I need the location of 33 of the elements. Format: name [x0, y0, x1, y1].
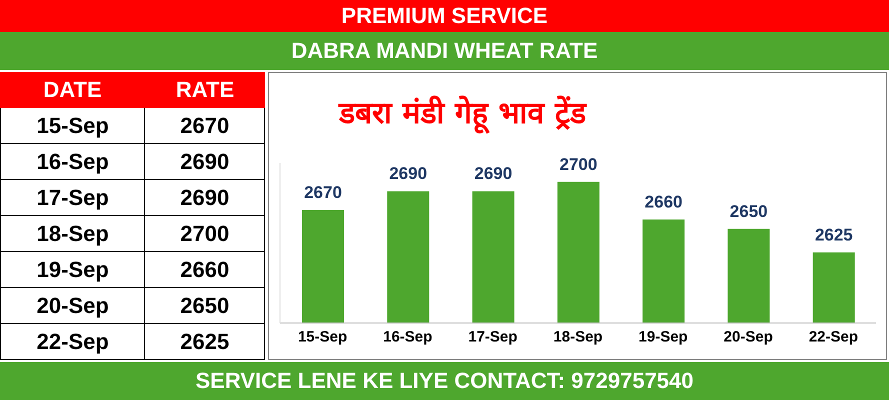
data-label: 2690	[389, 164, 428, 184]
data-label: 2625	[814, 225, 853, 244]
text: 16-Sep	[0, 144, 146, 179]
x-tick-label: 19-Sep	[638, 328, 688, 346]
text: 2660	[145, 252, 265, 287]
text: 2690	[145, 180, 265, 215]
data-label: 2670	[304, 183, 342, 202]
text: SERVICE LENE KE LIYE CONTACT: 9729757540	[0, 362, 889, 400]
text: DATE	[42, 76, 103, 104]
x-tick-label: 20-Sep	[724, 328, 773, 346]
x-tick-label: 15-Sep	[298, 328, 348, 346]
text: 17-Sep	[0, 180, 146, 215]
text: 2650	[145, 288, 265, 323]
x-tick-label: 17-Sep	[468, 328, 518, 346]
x-tick-label: 22-Sep	[808, 328, 858, 346]
text: 15-Sep	[0, 108, 146, 143]
data-label: 2650	[730, 202, 768, 221]
text: 2670	[145, 108, 265, 143]
data-label: 2690	[474, 164, 512, 184]
text: 2700	[145, 216, 265, 251]
chart-title: डबरा मंडी गेहू भाव ट्रेंड	[339, 94, 586, 132]
chart-subtitle: DABRA MANDI WHEAT RATE	[0, 32, 889, 70]
text: PREMIUM SERVICE	[0, 0, 889, 32]
text: 18-Sep	[0, 216, 146, 251]
text: 20-Sep	[0, 288, 146, 323]
text: 2625	[145, 324, 265, 359]
text: 19-Sep	[0, 252, 146, 287]
data-label: 2660	[644, 192, 682, 212]
x-tick-label: 18-Sep	[553, 328, 603, 346]
text: RATE	[174, 76, 236, 104]
x-tick-label: 16-Sep	[383, 328, 432, 346]
data-label: 2700	[560, 154, 598, 174]
text: 2690	[145, 144, 265, 179]
